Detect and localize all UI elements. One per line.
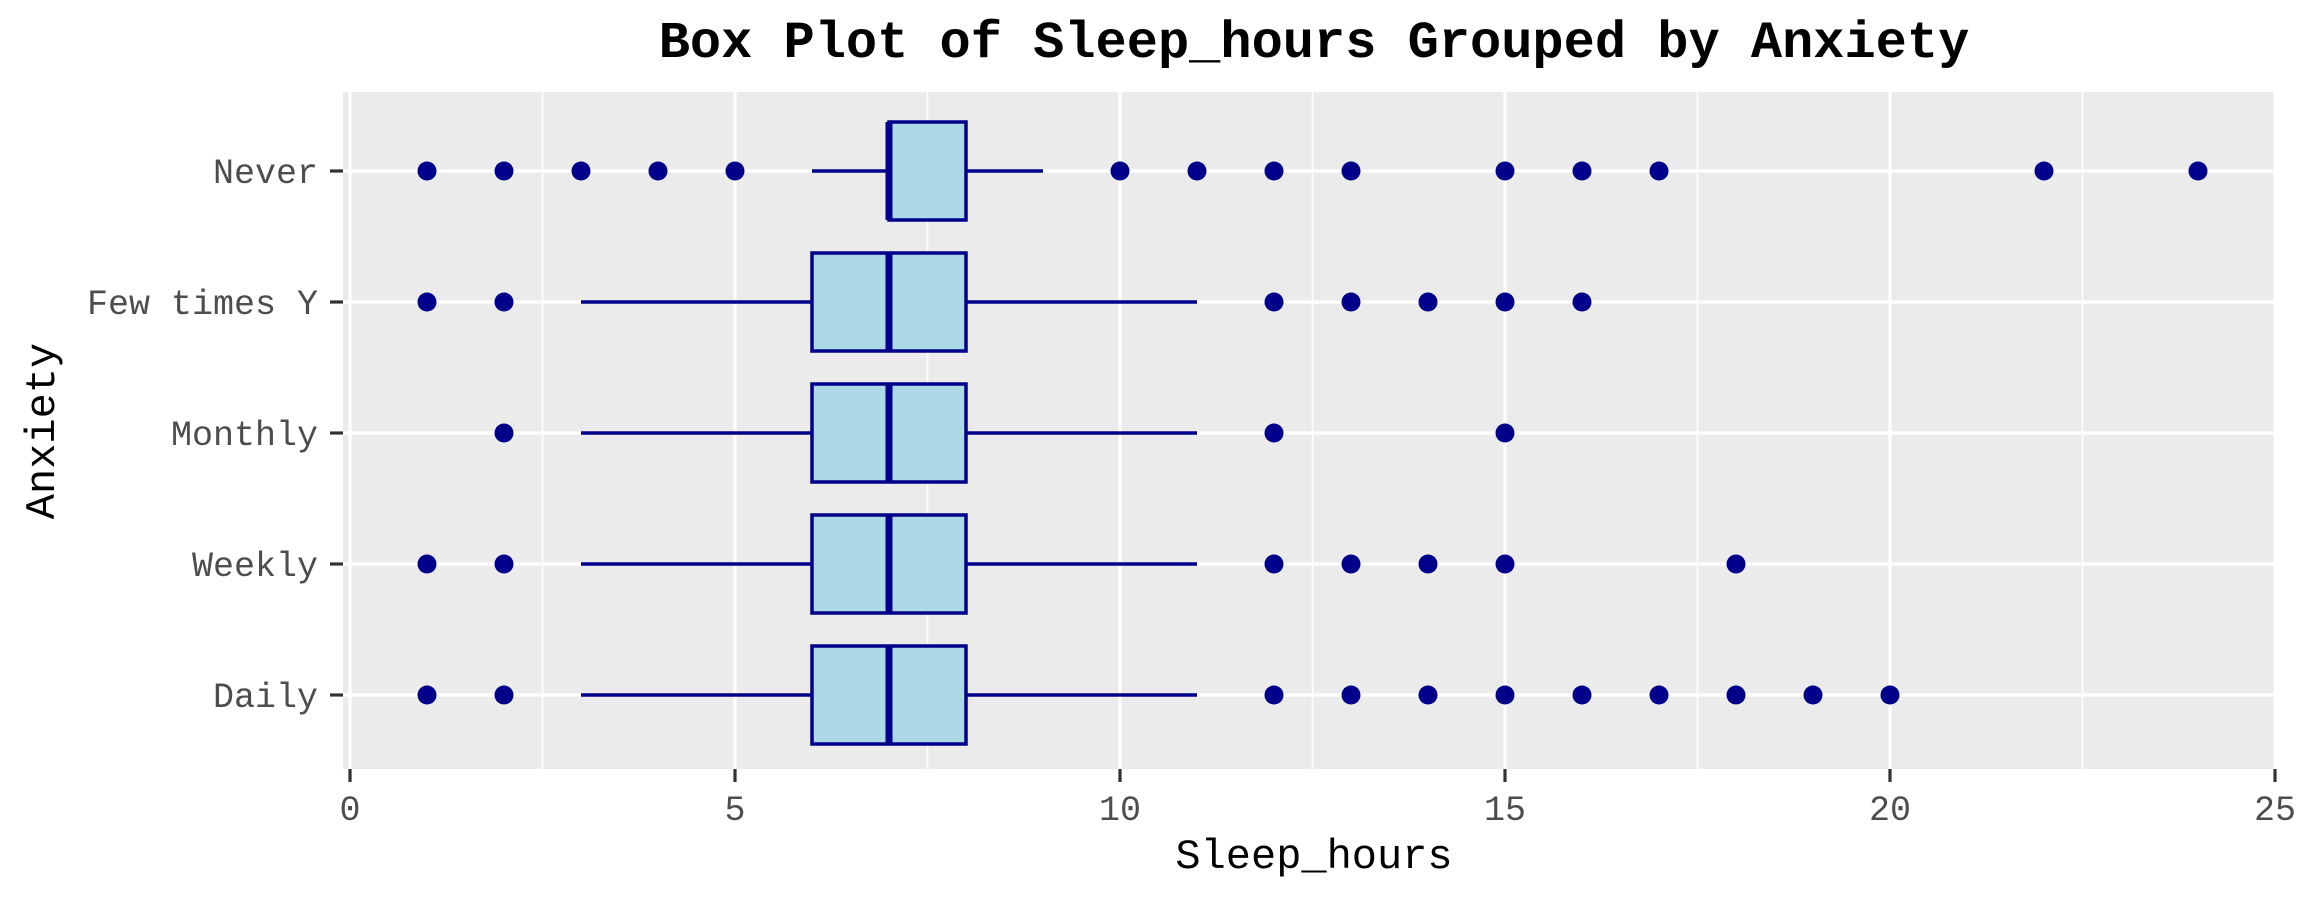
outlier-point [1264,685,1284,705]
outlier-point [1187,161,1207,181]
outlier-point [2034,161,2054,181]
outlier-point [417,554,437,574]
outlier-point [1418,292,1438,312]
outlier-point [417,292,437,312]
y-tick-label: Weekly [192,547,318,587]
outlier-point [1726,554,1746,574]
outlier-point [1341,292,1361,312]
outlier-point [1110,161,1130,181]
outlier-point [494,554,514,574]
outlier-point [1495,685,1515,705]
outlier-point [494,292,514,312]
x-tick-label: 0 [339,791,360,831]
outlier-point [1341,685,1361,705]
outlier-point [1264,292,1284,312]
outlier-point [648,161,668,181]
outlier-point [1495,292,1515,312]
outlier-point [494,161,514,181]
outlier-point [1264,423,1284,443]
axes-layer: Never Few times Y Monthly Weekly Daily 0 5 10 15… [87,154,2296,831]
x-axis-label: Sleep_hours [1175,833,1452,881]
outlier-point [571,161,591,181]
y-tick-label: Monthly [171,416,318,456]
outlier-point [1495,161,1515,181]
outlier-point [1803,685,1823,705]
outlier-point [1264,554,1284,574]
x-tick-label: 15 [1484,791,1526,831]
outlier-point [494,685,514,705]
outlier-point [725,161,745,181]
boxplot-few-times-y [417,251,1592,353]
boxplot-weekly [417,513,1746,615]
y-tick-label: Daily [213,678,318,718]
chart-title: Box Plot of Sleep_hours Grouped by Anxie… [659,14,1970,73]
outlier-point [1726,685,1746,705]
outlier-point [2188,161,2208,181]
outlier-point [1572,161,1592,181]
outlier-point [1495,554,1515,574]
x-tick-label: 5 [724,791,745,831]
x-tick-label: 25 [2254,791,2296,831]
boxplot-monthly [494,382,1515,484]
outlier-point [417,685,437,705]
y-tick-label: Few times Y [87,285,318,325]
y-tick-label: Never [213,154,318,194]
outlier-point [1649,161,1669,181]
outlier-point [1418,685,1438,705]
boxes-layer [417,120,2208,746]
outlier-point [1418,554,1438,574]
outlier-point [1649,685,1669,705]
outlier-point [1572,292,1592,312]
outlier-point [1341,161,1361,181]
outlier-point [1572,685,1592,705]
outlier-point [1495,423,1515,443]
plot-panel [343,92,2275,769]
iqr-box [887,120,968,222]
outlier-point [417,161,437,181]
boxplot-daily [417,644,1900,746]
outlier-point [1880,685,1900,705]
outlier-point [1341,554,1361,574]
outlier-point [1264,161,1284,181]
outlier-point [494,423,514,443]
boxplot-never [417,120,2208,222]
y-axis-label: Anxiety [19,343,67,519]
x-tick-label: 20 [1869,791,1911,831]
x-tick-label: 10 [1099,791,1141,831]
